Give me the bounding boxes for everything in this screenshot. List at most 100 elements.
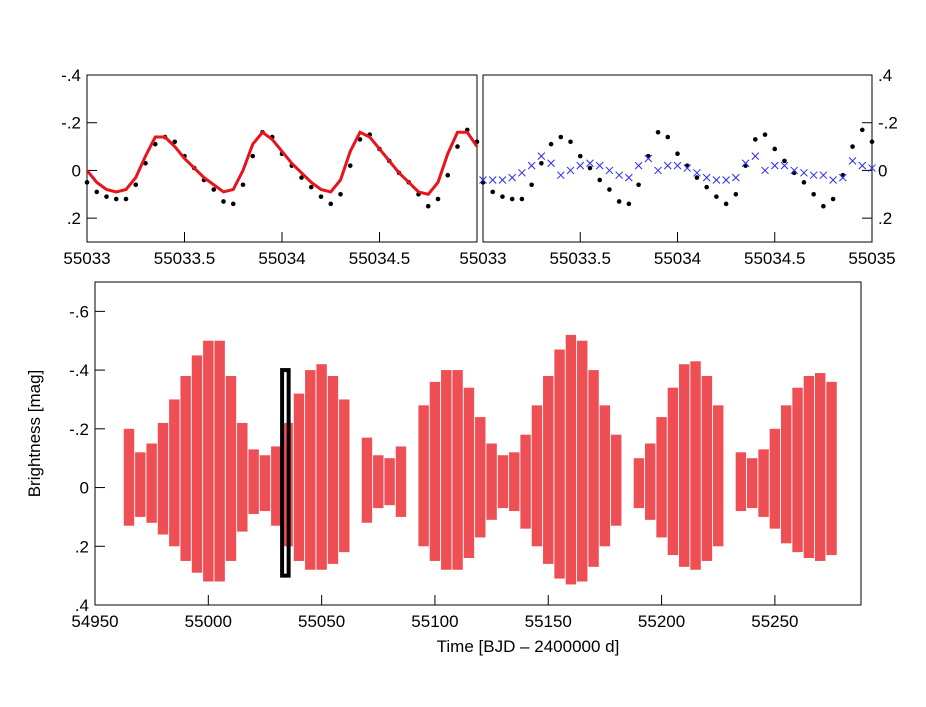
brightness-range bbox=[531, 405, 543, 547]
brightness-range bbox=[418, 405, 429, 547]
dot-point bbox=[338, 191, 343, 197]
y-tick-label: -.6 bbox=[69, 302, 89, 321]
brightness-range bbox=[543, 375, 554, 564]
brightness-range bbox=[384, 458, 395, 506]
cross-point bbox=[838, 173, 847, 182]
dot-point bbox=[723, 201, 729, 207]
cross-point bbox=[644, 154, 653, 163]
cross-point bbox=[566, 166, 575, 175]
dot-point bbox=[480, 180, 486, 185]
dot-point bbox=[655, 129, 661, 135]
brightness-range bbox=[237, 422, 248, 532]
dot-point bbox=[548, 141, 554, 147]
dot-point bbox=[811, 191, 816, 197]
dot-point bbox=[221, 199, 226, 204]
dot-point bbox=[714, 194, 719, 199]
brightness-range bbox=[214, 340, 225, 582]
x-tick-label: 55000 bbox=[185, 612, 232, 631]
brightness-range bbox=[645, 443, 656, 520]
dot-point bbox=[616, 199, 622, 204]
brightness-range bbox=[259, 455, 271, 512]
dot-point bbox=[500, 194, 505, 199]
brightness-range bbox=[497, 455, 509, 509]
x-tick-label: 55050 bbox=[298, 612, 345, 631]
plot-frame bbox=[94, 281, 862, 606]
cross-point bbox=[518, 168, 526, 177]
cross-point bbox=[634, 161, 643, 170]
dot-point bbox=[830, 196, 836, 202]
x-tick-label: 55033 bbox=[459, 249, 506, 268]
x-tick-label: 55250 bbox=[751, 612, 798, 631]
dot-point bbox=[94, 189, 100, 195]
brightness-range bbox=[327, 375, 339, 564]
dot-point bbox=[347, 163, 353, 168]
dot-point bbox=[869, 139, 875, 145]
series bbox=[84, 127, 480, 209]
y-tick-label: .2 bbox=[878, 209, 892, 228]
cross-point bbox=[537, 152, 546, 160]
dot-point bbox=[172, 139, 178, 145]
y-tick-label: .2 bbox=[75, 537, 89, 556]
cross-point bbox=[576, 161, 585, 170]
x-tick-label: 55100 bbox=[411, 612, 458, 631]
brightness-range bbox=[169, 399, 180, 547]
y-tick-label: .2 bbox=[67, 209, 81, 228]
y-tick-label: 0 bbox=[878, 161, 887, 180]
x-axis-title: Time [BJD – 2400000 d] bbox=[437, 637, 620, 656]
brightness-range bbox=[191, 355, 203, 573]
x-tick-label: 55034.5 bbox=[744, 249, 805, 268]
dot-point bbox=[152, 141, 158, 147]
cross-point bbox=[868, 164, 876, 172]
brightness-range bbox=[577, 340, 588, 582]
cross-point bbox=[498, 176, 507, 184]
dot-point bbox=[597, 177, 602, 183]
y-tick-label: -.4 bbox=[69, 361, 89, 380]
brightness-range bbox=[248, 449, 259, 514]
brightness-range bbox=[826, 381, 837, 556]
dot-point bbox=[539, 160, 544, 166]
brightness-range bbox=[803, 375, 815, 559]
brightness-range bbox=[339, 399, 350, 553]
brightness-range bbox=[781, 405, 792, 544]
dot-point bbox=[675, 151, 680, 157]
dot-point bbox=[587, 165, 593, 171]
y-tick-label: .4 bbox=[75, 596, 89, 615]
dot-point bbox=[84, 180, 90, 185]
dot-point bbox=[791, 170, 797, 176]
dot-point bbox=[782, 158, 787, 164]
brightness-range bbox=[667, 387, 679, 556]
dot-point bbox=[646, 153, 651, 159]
brightness-range bbox=[180, 375, 191, 561]
brightness-range bbox=[633, 458, 645, 509]
dot-point bbox=[123, 196, 129, 202]
brightness-range bbox=[679, 364, 690, 567]
series bbox=[85, 130, 479, 196]
brightness-range bbox=[599, 405, 611, 547]
dot-point bbox=[240, 182, 246, 188]
x-tick-label: 55200 bbox=[638, 612, 685, 631]
brightness-range bbox=[656, 417, 667, 538]
brightness-range bbox=[520, 434, 531, 529]
dot-point bbox=[636, 182, 641, 188]
dot-point bbox=[607, 187, 612, 192]
brightness-range bbox=[452, 370, 463, 570]
brightness-range bbox=[441, 370, 452, 570]
brightness-range bbox=[305, 370, 316, 570]
brightness-range bbox=[463, 387, 475, 559]
brightness-range bbox=[429, 381, 441, 561]
cross-point bbox=[712, 176, 721, 184]
cross-point bbox=[488, 176, 497, 184]
cross-point bbox=[819, 171, 828, 180]
x-tick-label: 54950 bbox=[71, 612, 118, 631]
dot-point bbox=[801, 180, 807, 185]
series bbox=[480, 127, 875, 209]
dot-point bbox=[509, 196, 515, 202]
cross-point bbox=[780, 161, 789, 170]
brightness-range bbox=[475, 417, 486, 538]
cross-point bbox=[663, 161, 672, 170]
cross-point bbox=[751, 152, 760, 160]
cross-point bbox=[731, 173, 740, 182]
cross-point bbox=[508, 173, 517, 182]
cross-point bbox=[586, 159, 594, 168]
dot-point bbox=[850, 144, 855, 149]
